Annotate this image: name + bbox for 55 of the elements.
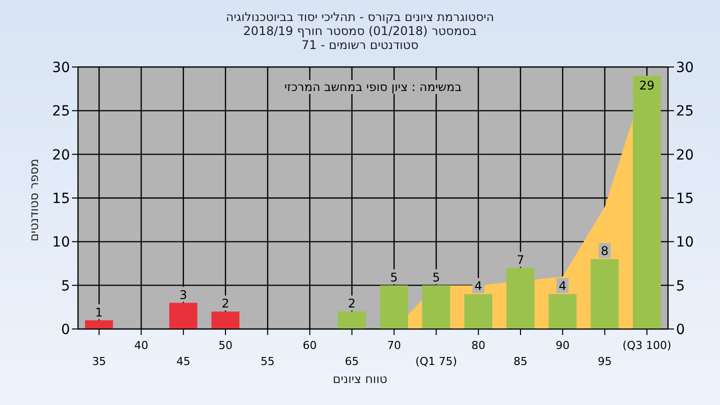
- y-tick-label: 25: [52, 104, 70, 120]
- data-label: 2: [348, 296, 356, 311]
- bar: [338, 312, 366, 329]
- x-tick-label: 60: [302, 339, 317, 352]
- x-tick-label: 70: [387, 339, 402, 352]
- bar: [211, 312, 240, 329]
- x-tick-label: 95: [598, 355, 612, 368]
- y2-tick-label: 20: [676, 147, 694, 164]
- bar: [380, 285, 408, 329]
- data-label: 8: [600, 244, 609, 258]
- x-tick-label: (Q1 75): [415, 355, 458, 368]
- chart-subtitle: בסמסטר (01/2018) סמסטר חורף 2018/19 סטודנטים רשומים - 71: [242, 24, 478, 52]
- bar: [422, 285, 450, 329]
- bar: [464, 294, 492, 329]
- y-tick-label: 5: [61, 278, 70, 294]
- data-label: 29: [639, 78, 654, 93]
- y-tick-label: 10: [52, 234, 70, 251]
- y-axis-title: מספר סטודנטים: [27, 158, 41, 242]
- y-tick-label: 15: [52, 190, 70, 207]
- data-label: 7: [516, 252, 524, 267]
- bar: [85, 320, 113, 329]
- y2-tick-label: 0: [676, 322, 685, 338]
- data-label: 1: [95, 305, 103, 320]
- x-tick-label: 85: [514, 355, 528, 368]
- bar: [548, 294, 577, 329]
- y2-tick-label: 10: [676, 234, 694, 251]
- data-label: 4: [558, 279, 566, 294]
- data-label: 4: [474, 279, 482, 294]
- y2-tick-label: 30: [676, 60, 694, 76]
- y-tick-label: 30: [52, 60, 70, 76]
- x-tick-label: 45: [176, 355, 190, 368]
- bar: [590, 259, 619, 329]
- data-label: 3: [179, 288, 188, 302]
- y-tick-label: 0: [61, 322, 70, 338]
- y-tick-label: 20: [52, 147, 70, 164]
- y2-tick-label: 25: [676, 104, 694, 120]
- data-label: 5: [390, 270, 398, 284]
- x-tick-label: 90: [556, 339, 570, 352]
- y2-tick-label: 5: [676, 278, 685, 294]
- x-tick-label: 65: [344, 355, 359, 368]
- bar: [632, 76, 661, 329]
- x-tick-label: 80: [471, 339, 486, 352]
- x-tick-label: 35: [92, 355, 106, 368]
- data-label: 2: [222, 296, 230, 311]
- data-label: 5: [432, 270, 440, 284]
- x-tick-label: 50: [218, 339, 232, 352]
- bar: [169, 302, 198, 329]
- annotation: במשימה : ציון סופי במחשב המרכזי: [281, 80, 465, 94]
- x-tick-label: (Q3 100): [622, 339, 672, 352]
- x-axis-title: טווח ציונים: [332, 372, 388, 386]
- chart-title: היסטוגרמת ציונים בקורס - תהליכי יסוד בביוטכנולוגיה: [224, 10, 496, 24]
- x-tick-label: 40: [134, 339, 148, 352]
- bar: [506, 268, 534, 329]
- x-tick-label: 55: [260, 355, 275, 368]
- y2-tick-label: 15: [676, 190, 694, 207]
